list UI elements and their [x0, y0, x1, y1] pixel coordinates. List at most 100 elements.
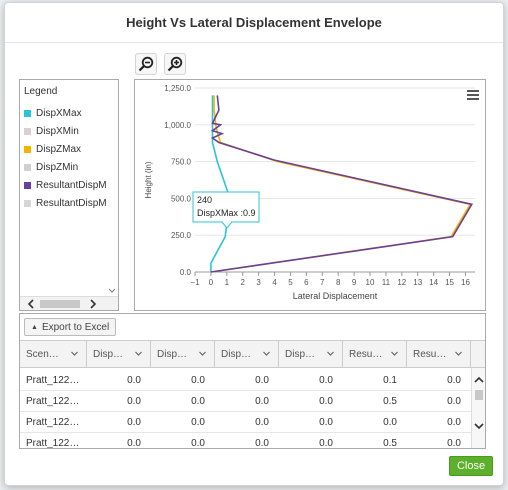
legend-item[interactable]: DispZMax: [24, 142, 81, 156]
table-cell: 0.0: [127, 417, 141, 428]
zoom-in-button[interactable]: [164, 53, 186, 75]
column-header[interactable]: Disp…: [151, 341, 215, 367]
export-label: Export to Excel: [41, 321, 110, 333]
legend-item-label: DispZMax: [36, 143, 82, 155]
table-row[interactable]: Pratt_122… 0.0 0.0 0.0 0.0 0.1 0.0: [20, 370, 472, 391]
x-tick-label: 16: [461, 278, 470, 287]
legend-item-label: ResultantDispMax: [36, 179, 118, 191]
chevron-down-icon[interactable]: [262, 349, 271, 358]
table-row[interactable]: Pratt_122… 0.0 0.0 0.0 0.0 0.5 0.0: [20, 433, 472, 449]
x-tick-label: 1: [225, 278, 230, 287]
column-header-label: Resu…: [349, 348, 383, 360]
table-cell: 0.0: [127, 438, 141, 449]
x-tick-label: 0: [209, 278, 214, 287]
scroll-up-icon[interactable]: [472, 374, 486, 386]
column-header-label: Resu…: [413, 348, 447, 360]
dialog-title: Height Vs Lateral Displacement Envelope: [5, 3, 503, 43]
column-header[interactable]: Scen…: [20, 341, 87, 367]
column-header[interactable]: Disp…: [87, 341, 151, 367]
close-button[interactable]: Close: [449, 456, 493, 476]
legend-vertical-scrollbar[interactable]: [106, 80, 118, 298]
table-cell: 0.0: [255, 438, 269, 449]
x-tick-label: 14: [429, 278, 438, 287]
table-cell: 0.0: [383, 417, 397, 428]
table-row[interactable]: Pratt_122… 0.0 0.0 0.0 0.0 0.5 0.0: [20, 391, 472, 412]
data-grid: ▲ Export to Excel Scen… Disp… Disp… Disp… Di…: [19, 313, 486, 449]
legend-item[interactable]: DispXMin: [24, 124, 79, 138]
legend-item-label: DispXMin: [36, 125, 79, 137]
column-header-label: Scen…: [26, 348, 59, 360]
x-tick-label: 9: [352, 278, 357, 287]
column-header[interactable]: Disp…: [279, 341, 343, 367]
legend-item-label: ResultantDispMin: [36, 197, 115, 209]
table-cell: 0.0: [191, 375, 205, 386]
table-row[interactable]: Pratt_122… 0.0 0.0 0.0 0.0 0.0 0.0: [20, 412, 472, 433]
chart-dialog: Height Vs Lateral Displacement Envelope …: [4, 2, 504, 486]
legend-swatch: [24, 163, 31, 171]
column-header[interactable]: Disp…: [215, 341, 279, 367]
x-tick-label: 11: [382, 278, 391, 287]
table-cell: 0.0: [319, 438, 333, 449]
legend-item[interactable]: DispZMin: [24, 160, 78, 174]
series-line: [210, 95, 472, 273]
chart-menu-icon[interactable]: [467, 90, 479, 100]
table-cell: Pratt_122…: [26, 375, 80, 386]
chevron-down-icon[interactable]: [454, 349, 463, 358]
x-tick-label: −1: [190, 278, 200, 287]
scroll-down-icon[interactable]: [472, 420, 486, 432]
x-tick-label: 8: [336, 278, 341, 287]
x-tick-label: 6: [304, 278, 309, 287]
column-header[interactable]: Resu…: [407, 341, 471, 367]
table-cell: 0.0: [319, 375, 333, 386]
y-tick-label: 250.0: [171, 231, 192, 240]
table-cell: 0.5: [383, 438, 397, 449]
legend-item-label: DispXMax: [36, 107, 82, 119]
chevron-down-icon[interactable]: [70, 349, 79, 358]
legend-scroll-thumb[interactable]: [40, 300, 80, 308]
legend-swatch: [24, 109, 31, 117]
scroll-right-icon[interactable]: [88, 298, 98, 310]
y-tick-label: 750.0: [171, 158, 192, 167]
column-header-label: Disp…: [157, 348, 188, 360]
y-tick-label: 1,250.0: [164, 84, 191, 93]
table-cell: 0.0: [255, 417, 269, 428]
table-cell: 0.0: [191, 417, 205, 428]
legend-title: Legend: [24, 86, 58, 97]
table-cell: 0.0: [319, 396, 333, 407]
table-cell: 0.0: [191, 396, 205, 407]
legend-item-label: DispZMin: [36, 161, 79, 173]
x-tick-label: 12: [397, 278, 406, 287]
scroll-left-icon[interactable]: [26, 298, 36, 310]
x-tick-label: 2: [241, 278, 246, 287]
table-cell: 0.0: [127, 375, 141, 386]
zoom-in-icon: [167, 56, 183, 72]
table-cell: 0.0: [255, 375, 269, 386]
scroll-down-icon[interactable]: [106, 286, 118, 296]
legend-item[interactable]: DispXMax: [24, 106, 82, 120]
legend-horizontal-scrollbar[interactable]: [20, 296, 118, 310]
y-tick-label: 500.0: [171, 194, 192, 203]
legend-panel: Legend DispXMax DispXMin DispZMax DispZMin R…: [19, 79, 119, 311]
tooltip-line-2: DispXMax :0.9: [197, 208, 256, 218]
column-header[interactable]: Resu…: [343, 341, 407, 367]
series-line: [210, 95, 474, 273]
chevron-down-icon[interactable]: [198, 349, 207, 358]
x-tick-label: 10: [366, 278, 375, 287]
grid-scroll-thumb[interactable]: [475, 390, 483, 400]
table-cell: 0.0: [447, 396, 461, 407]
zoom-out-button[interactable]: [135, 53, 157, 75]
export-to-excel-button[interactable]: ▲ Export to Excel: [24, 318, 117, 336]
grid-vertical-scrollbar[interactable]: [471, 368, 486, 448]
legend-swatch: [24, 199, 31, 207]
chevron-down-icon[interactable]: [390, 349, 399, 358]
grid-header: Scen… Disp… Disp… Disp… Disp… Resu… Resu…: [20, 340, 485, 368]
chevron-down-icon[interactable]: [326, 349, 335, 358]
table-cell: 0.0: [447, 375, 461, 386]
chevron-down-icon[interactable]: [134, 349, 143, 358]
legend-item[interactable]: ResultantDispMax: [24, 178, 117, 192]
tooltip-line-1: 240: [197, 195, 212, 205]
legend-item[interactable]: ResultantDispMin: [24, 196, 114, 210]
series-line: [210, 95, 231, 272]
zoom-out-icon: [138, 56, 154, 72]
